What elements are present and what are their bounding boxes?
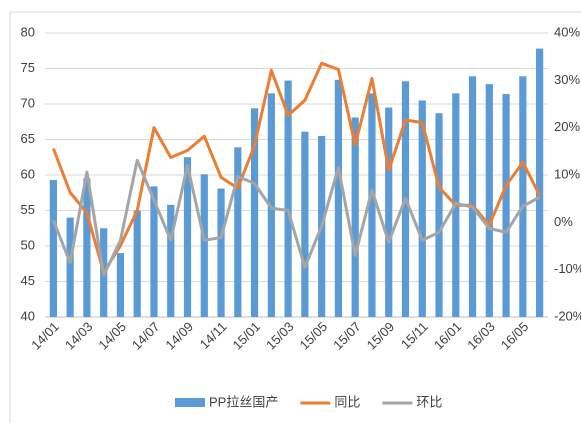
x-tick-label: 14/07 — [129, 319, 163, 353]
bar — [133, 210, 141, 317]
bar — [519, 76, 527, 317]
bar — [83, 178, 91, 317]
bar — [435, 113, 443, 317]
bar — [502, 94, 510, 317]
legend-swatch — [175, 398, 205, 407]
legend-item: 环比 — [382, 394, 442, 409]
bar — [536, 48, 544, 318]
x-tick-label: 16/03 — [464, 319, 498, 353]
bar — [167, 204, 175, 317]
bar — [284, 80, 292, 317]
bar — [66, 217, 74, 317]
bar — [267, 93, 275, 317]
x-tick-label: 15/01 — [230, 319, 264, 353]
y-tick-label: 75 — [21, 60, 35, 75]
y2-tick-label: 10% — [554, 166, 580, 181]
y-tick-label: 70 — [21, 95, 35, 110]
bar — [385, 107, 393, 317]
x-tick-label: 15/03 — [263, 319, 297, 353]
y2-tick-label: 40% — [554, 24, 580, 39]
bar — [485, 84, 493, 318]
x-tick-label: 14/05 — [95, 319, 129, 353]
x-tick-label: 15/09 — [364, 319, 398, 353]
y2-tick-label: 0% — [554, 214, 573, 229]
y2-tick-label: -20% — [554, 308, 581, 323]
bar — [183, 157, 192, 317]
x-tick-label: 14/11 — [197, 319, 230, 352]
line — [51, 158, 541, 277]
legend-label: PP拉丝国产 — [209, 394, 278, 409]
y-tick-label: 65 — [21, 131, 35, 146]
y-tick-label: 80 — [21, 24, 35, 39]
bar — [301, 131, 309, 317]
bar — [334, 79, 343, 317]
bar — [49, 179, 57, 317]
bar — [200, 174, 208, 317]
x-tick-label: 15/05 — [297, 319, 331, 353]
legend-item: PP拉丝国产 — [175, 394, 278, 409]
bar — [468, 76, 477, 317]
y-tick-label: 40 — [21, 308, 35, 323]
x-tick-label: 14/09 — [162, 319, 196, 353]
x-tick-label: 14/01 — [28, 319, 62, 353]
bar — [150, 186, 158, 317]
legend-item: 同比 — [300, 394, 360, 409]
y-tick-label: 55 — [21, 202, 35, 217]
bar — [250, 108, 259, 317]
x-tick-label: 14/03 — [62, 319, 96, 353]
y-tick-label: 45 — [21, 273, 35, 288]
bar — [418, 100, 426, 317]
x-tick-label: 15/07 — [330, 319, 364, 353]
y-tick-label: 50 — [21, 237, 35, 252]
x-tick-label: 16/05 — [498, 319, 532, 353]
legend-label: 环比 — [416, 394, 442, 409]
bar — [116, 253, 125, 317]
x-tick-label: 15/11 — [398, 319, 431, 352]
bar — [217, 188, 225, 317]
bar — [351, 117, 359, 318]
legend-label: 同比 — [334, 394, 360, 409]
bar — [368, 93, 376, 317]
y2-tick-label: 20% — [554, 119, 580, 134]
x-tick-label: 16/01 — [431, 319, 465, 353]
y2-tick-label: -10% — [554, 261, 581, 276]
y2-tick-label: 30% — [554, 72, 580, 87]
bar — [234, 147, 242, 317]
y-tick-label: 60 — [21, 166, 35, 181]
